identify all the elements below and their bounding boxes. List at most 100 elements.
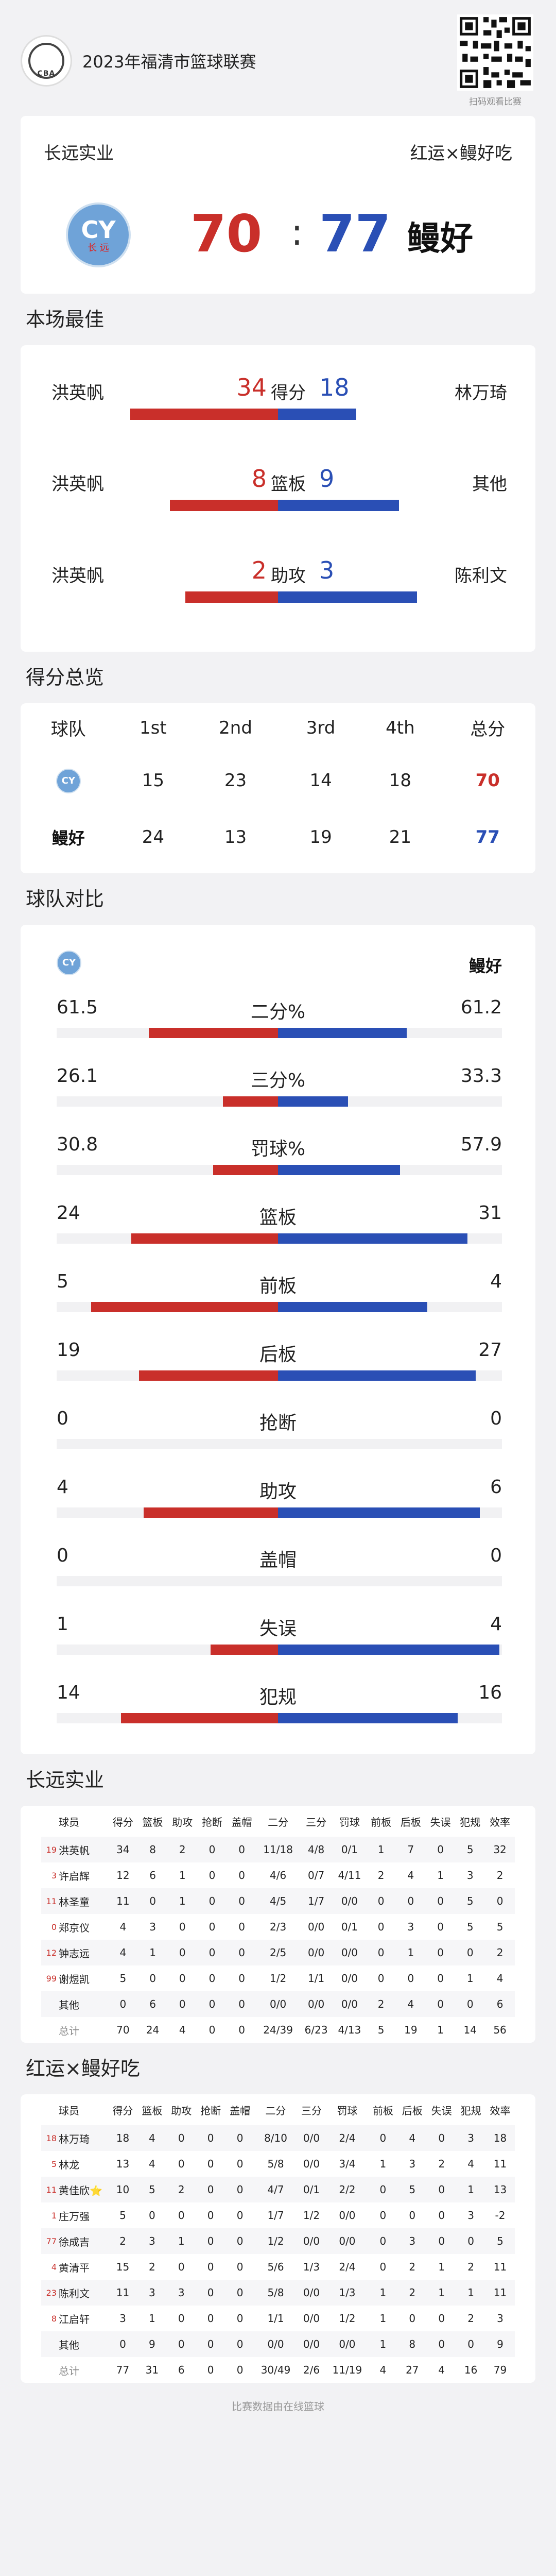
stat-cell: 0	[207, 2312, 214, 2325]
jersey-number: 4	[51, 2262, 57, 2272]
stat-cell: 0	[238, 1921, 246, 1933]
player-name[interactable]: 许启辉	[59, 1870, 90, 1883]
stats-header: 篮板	[142, 1816, 163, 1828]
player-name[interactable]: 谢煜凯	[59, 1973, 90, 1986]
player-name[interactable]: 陈利文	[59, 2287, 90, 2300]
away-team-name[interactable]: 红运×鳗好吃	[410, 143, 513, 164]
stat-cell: 0	[438, 2209, 445, 2222]
stats-header: 篮板	[142, 2104, 163, 2117]
stat-cell: 1	[437, 1869, 444, 1882]
compare-away-value: 33.3	[460, 1065, 502, 1087]
stats-header: 得分	[112, 1816, 133, 1828]
stat-cell: 0	[236, 2158, 244, 2170]
home-team-logo[interactable]: CY	[56, 769, 81, 793]
jersey-number	[41, 2331, 59, 2357]
stat-cell: 4/11	[338, 1869, 361, 1882]
stat-cell: 2	[467, 2312, 474, 2325]
table-row[interactable]: 11 林圣童 11 0 1 0 0 4/5 1/7 0/0 0 0 0 5 0	[41, 1888, 515, 1914]
player-name[interactable]: 其他	[59, 2338, 79, 2351]
player-name[interactable]: 黄清平	[59, 2261, 90, 2274]
player-name[interactable]: 徐成吉	[59, 2235, 90, 2248]
stat-cell: 0	[438, 2312, 445, 2325]
stat-cell: 1/3	[303, 2261, 320, 2273]
table-row[interactable]: 18 林万琦 18 4 0 0 0 8/10 0/0 2/4 0 4 0 3 18	[41, 2125, 515, 2151]
player-name[interactable]: 洪英帆	[59, 1844, 90, 1857]
table-row[interactable]: 8 江启轩 3 1 0 0 0 1/1 0/0 1/2 1 0 0 2 3	[41, 2306, 515, 2331]
compare-home-bar	[213, 1165, 278, 1175]
away-stats-table: 球员 得分 篮板 助攻 抢断 盖帽 二分 三分 罚球 前板 后板 失误 犯规 效率 18 林万琦 18 4 0 0 0 8…	[41, 2094, 515, 2383]
best-home-player[interactable]: 洪英帆	[51, 566, 104, 586]
compare-away-value: 4	[490, 1271, 502, 1292]
overview-header: 总分	[470, 719, 506, 740]
stat-cell: 0	[178, 2338, 185, 2350]
stat-cell: 3	[466, 1869, 474, 1882]
stats-header: 效率	[490, 1816, 511, 1828]
stat-cell: 0	[437, 1895, 444, 1907]
stat-cell: 0	[377, 1946, 385, 1959]
away-team-logo[interactable]: 鳗好	[468, 956, 502, 976]
table-row[interactable]: 0 郑京仪 4 3 0 0 0 2/3 0/0 0/1 0 3 0 5 5	[41, 1914, 515, 1940]
stat-cell: 6	[149, 1869, 156, 1882]
compare-home-value: 30.8	[57, 1134, 98, 1155]
table-row[interactable]: 其他 0 6 0 0 0 0/0 0/0 0/0 2 4 0 0 6	[41, 1991, 515, 2017]
best-away-bar	[278, 500, 399, 511]
table-row[interactable]: 4 黄清平 15 2 0 0 0 5/6 1/3 2/4 0 2 1 2 11	[41, 2254, 515, 2280]
away-team-logo[interactable]: 鳗好	[407, 219, 473, 258]
table-row[interactable]: 1 庄万强 5 0 0 0 0 1/7 1/2 0/0 0 0 0 3 -2	[41, 2202, 515, 2228]
stat-cell: 0	[207, 2209, 214, 2222]
best-away-player[interactable]: 陈利文	[455, 566, 507, 586]
table-row[interactable]: 其他 0 9 0 0 0 0/0 0/0 0/0 1 8 0 0 9	[41, 2331, 515, 2357]
best-away-value: 9	[319, 465, 335, 493]
player-name[interactable]: 黄佳欣⭐	[59, 2184, 102, 2197]
player-name[interactable]: 郑京仪	[59, 1921, 90, 1934]
best-home-bar	[185, 591, 278, 603]
player-name[interactable]: 钟志远	[59, 1947, 90, 1960]
table-row[interactable]: 99 谢煜凯 5 0 0 0 0 1/2 1/1 0/0 0 0 0 1 4	[41, 1965, 515, 1991]
best-away-player[interactable]: 其他	[472, 474, 507, 495]
stat-cell: 3	[149, 1921, 156, 1933]
compare-away-bar	[278, 1302, 427, 1312]
stat-cell: 0	[377, 1972, 385, 1985]
stat-cell: 2	[179, 1843, 186, 1856]
best-home-player[interactable]: 洪英帆	[51, 383, 104, 403]
compare-label: 失误	[259, 1618, 297, 1639]
table-row[interactable]: 3 许启辉 12 6 1 0 0 4/6 0/7 4/11 2 4 1 3 2	[41, 1862, 515, 1888]
stat-cell: 0	[437, 1921, 444, 1933]
player-name[interactable]: 庄万强	[59, 2210, 90, 2223]
stat-cell: 3	[119, 2312, 126, 2325]
home-team-logo[interactable]: CY 长 远	[66, 202, 131, 267]
stat-cell: 24	[146, 2024, 160, 2036]
away-team-logo[interactable]: 鳗好	[51, 828, 85, 848]
player-name[interactable]: 林圣童	[59, 1895, 90, 1908]
table-row[interactable]: 5 林龙 13 4 0 0 0 5/8 0/0 3/4 1 3 2 4 11	[41, 2151, 515, 2177]
best-row-rebounds: 洪英帆 8 篮板 9 其他	[21, 454, 535, 511]
player-name[interactable]: 林龙	[59, 2158, 79, 2171]
player-name[interactable]: 江启轩	[59, 2313, 90, 2326]
stat-cell: 2	[178, 2183, 185, 2196]
table-row[interactable]: 23 陈利文 11 3 3 0 0 5/8 0/0 1/3 1 2 1 1 11	[41, 2280, 515, 2306]
table-row[interactable]: 77 徐成吉 2 3 1 0 0 1/2 0/0 0/0 0 3 0 0 5	[41, 2228, 515, 2254]
player-name: 总计	[59, 2364, 79, 2377]
stat-cell: 5	[119, 2209, 126, 2222]
stat-cell: 4/7	[267, 2183, 284, 2196]
table-row[interactable]: 11 黄佳欣⭐ 10 5 2 0 0 4/7 0/1 2/2 0 5 0 1 13	[41, 2177, 515, 2202]
table-row[interactable]: 12 钟志远 4 1 0 0 0 2/5 0/0 0/0 0 1 0 0 2	[41, 1940, 515, 1965]
table-row[interactable]: 19 洪英帆 34 8 2 0 0 11/18 4/8 0/1 1 7 0 5 32	[41, 1837, 515, 1862]
stat-cell: 1	[379, 2338, 387, 2350]
compare-label: 罚球%	[250, 1139, 306, 1160]
home-team-name[interactable]: 长远实业	[44, 143, 114, 164]
qr-code-icon[interactable]	[457, 14, 533, 91]
compare-away-value: 0	[490, 1545, 502, 1566]
stat-cell: 6/23	[304, 2024, 328, 2036]
best-home-bar	[170, 500, 278, 511]
stat-cell: 5	[148, 2183, 155, 2196]
player-name[interactable]: 林万琦	[59, 2132, 90, 2145]
stats-header: 二分	[265, 2104, 286, 2117]
stat-cell: 0/0	[303, 2158, 320, 2170]
best-away-player[interactable]: 林万琦	[455, 383, 507, 403]
stat-cell: 0	[236, 2338, 244, 2350]
stat-cell: 0/0	[267, 2338, 284, 2350]
best-home-player[interactable]: 洪英帆	[51, 474, 104, 495]
player-name[interactable]: 其他	[59, 1998, 79, 2011]
home-team-logo[interactable]: CY	[57, 951, 81, 975]
